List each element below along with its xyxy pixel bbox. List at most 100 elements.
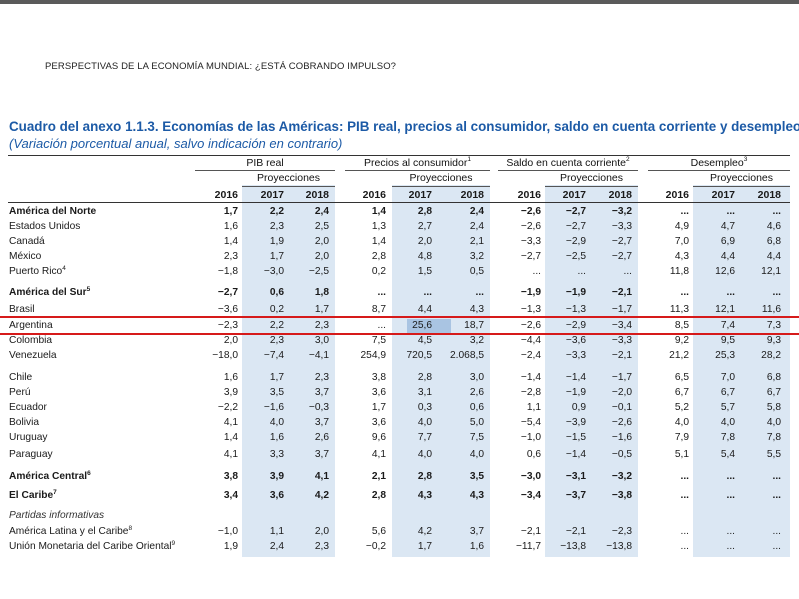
- table-cell: −2,0: [611, 387, 632, 398]
- table-cell: −1,5: [565, 432, 586, 443]
- projection-shade: [693, 185, 790, 557]
- running-head: PERSPECTIVAS DE LA ECONOMÍA MUNDIAL: ¿ES…: [45, 61, 397, 72]
- row-label: América del Norte: [9, 206, 96, 217]
- table-cell: ...: [377, 320, 387, 331]
- table-cell: 720,5: [406, 350, 433, 361]
- table-cell: 12,1: [715, 304, 735, 315]
- column-group-label: PIB real: [246, 157, 284, 169]
- table-title: Cuadro del anexo 1.1.3. Economías de las…: [9, 119, 799, 134]
- footnote-marker: 5: [86, 286, 91, 293]
- projections-header: Proyecciones: [709, 172, 774, 184]
- table-cell: −2,7: [611, 236, 632, 247]
- table-cell: 5,1: [674, 449, 689, 460]
- row-label: América Latina y el Caribe8: [9, 525, 132, 537]
- table-cell: −3,8: [611, 490, 632, 501]
- table-cell: 9,3: [766, 335, 781, 346]
- table-cell: −0,1: [611, 402, 632, 413]
- table-cell: −2,3: [611, 526, 632, 537]
- row-label: Perú: [9, 387, 31, 398]
- table-cell: 6,8: [766, 236, 781, 247]
- row-label: Chile: [9, 372, 32, 383]
- table-cell: ...: [726, 541, 736, 552]
- table-cell: ...: [772, 471, 782, 482]
- table-cell: 7,4: [720, 320, 735, 331]
- table-cell: 9,6: [371, 432, 386, 443]
- table-cell: −2,7: [611, 251, 632, 262]
- table-cell: 4,8: [417, 251, 432, 262]
- year-header: 2018: [608, 189, 632, 201]
- table-cell: 3,7: [314, 417, 329, 428]
- table-cell: 7,0: [720, 372, 735, 383]
- table-cell: 6,7: [674, 387, 689, 398]
- table-cell: 1,7: [269, 372, 284, 383]
- projections-underline: [693, 186, 790, 187]
- table-cell: 4,0: [766, 417, 781, 428]
- table-rule: [8, 155, 790, 156]
- table-row: América Central6 3,8 3,9 4,1 2,1 2,8 3,5 −3,0 −3…: [0, 470, 799, 484]
- table-cell: 7,0: [674, 236, 689, 247]
- year-header: 2016: [517, 189, 541, 201]
- table-cell: 6,8: [766, 372, 781, 383]
- table-cell: −0,5: [611, 449, 632, 460]
- table-cell: 2,4: [314, 206, 329, 217]
- table-cell: 1,7: [269, 251, 284, 262]
- table-cell: 6,5: [674, 372, 689, 383]
- table-cell: 5,8: [766, 402, 781, 413]
- table-cell: −2,2: [217, 402, 238, 413]
- row-label-text: Unión Monetaria del Caribe Oriental: [9, 541, 172, 552]
- table-row: Bolivia 4,1 4,0 3,7 3,6 4,0 5,0 −5,4 −3,9 −2,6 4,0…: [0, 417, 799, 430]
- table-row: Colombia 2,0 2,3 3,0 7,5 4,5 3,2 −4,4 −3,6 −3,3 9,…: [0, 335, 799, 348]
- column-group-label: Saldo en cuenta corriente: [506, 157, 627, 169]
- table-cell: 2,1: [469, 236, 484, 247]
- year-header: 2016: [665, 189, 689, 201]
- footnote-marker: 9: [171, 540, 176, 547]
- table-cell: 2,0: [223, 335, 238, 346]
- table-cell: 2,3: [223, 251, 238, 262]
- year-header: 2017: [260, 189, 284, 201]
- row-label-text: Canadá: [9, 236, 45, 247]
- table-cell: 21,2: [669, 350, 689, 361]
- year-header: 2018: [305, 189, 329, 201]
- table-cell: 5,0: [469, 417, 484, 428]
- table-cell: 1,8: [314, 287, 329, 298]
- table-cell: 12,1: [761, 266, 781, 277]
- row-label: Bolivia: [9, 417, 39, 428]
- table-cell: −3,0: [520, 471, 541, 482]
- column-group-label: Desempleo: [690, 157, 744, 169]
- table-row: América Latina y el Caribe8 −1,0 1,1 2,0 5,6…: [0, 525, 799, 539]
- table-cell: 1,7: [417, 541, 432, 552]
- table-row: Canadá 1,4 1,9 2,0 1,4 2,0 2,1 −3,3 −2,9 −2,7 7,0 6…: [0, 236, 799, 249]
- table-cell: ...: [680, 526, 690, 537]
- table-cell: 3,2: [469, 335, 484, 346]
- table-cell: 3,6: [269, 490, 284, 501]
- row-label: Colombia: [9, 335, 52, 346]
- table-cell: −2,9: [565, 320, 586, 331]
- table-cell: −1,8: [217, 266, 238, 277]
- table-cell: 4,3: [674, 251, 689, 262]
- table-cell: 4,2: [417, 526, 432, 537]
- table-cell: 4,4: [720, 251, 735, 262]
- table-cell: 6,9: [720, 236, 735, 247]
- footnote-marker: 6: [87, 470, 91, 477]
- table-cell: 0,9: [571, 402, 586, 413]
- row-label-text: México: [9, 251, 42, 262]
- row-label-text: Chile: [9, 372, 33, 383]
- table-cell: −3,6: [217, 304, 238, 315]
- table-cell: −2,1: [565, 526, 586, 537]
- table-cell: 1,6: [223, 372, 238, 383]
- table-cell: 1,1: [526, 402, 541, 413]
- highlighted-cell: [407, 319, 451, 333]
- table-cell: 4,3: [469, 490, 484, 501]
- row-label: América del Sur5: [9, 286, 91, 298]
- table-cell: 25,6: [412, 320, 432, 331]
- row-label: México: [9, 251, 41, 262]
- group-underline: [498, 170, 638, 171]
- table-cell: 12,6: [715, 266, 735, 277]
- table-cell: −2,7: [520, 251, 541, 262]
- table-cell: 2,7: [417, 221, 432, 232]
- column-group-header: Desempleo3: [648, 156, 790, 169]
- table-cell: ...: [680, 206, 690, 217]
- table-cell: −1,9: [520, 287, 541, 298]
- table-cell: 4,1: [223, 449, 238, 460]
- projections-header: Proyecciones: [559, 172, 624, 184]
